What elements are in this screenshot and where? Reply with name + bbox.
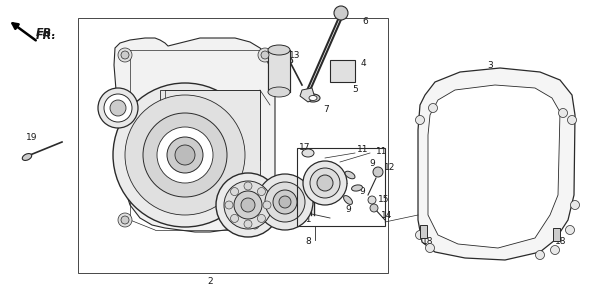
Text: 11: 11: [376, 147, 388, 157]
Circle shape: [310, 168, 340, 198]
Text: 14: 14: [381, 210, 393, 219]
Ellipse shape: [345, 171, 355, 179]
Bar: [268, 50, 290, 92]
Circle shape: [143, 113, 227, 197]
Ellipse shape: [286, 57, 293, 63]
Circle shape: [258, 48, 272, 62]
Circle shape: [225, 201, 233, 209]
Circle shape: [415, 116, 424, 125]
Circle shape: [370, 204, 378, 212]
Circle shape: [118, 213, 132, 227]
Circle shape: [257, 188, 266, 196]
Circle shape: [244, 182, 252, 190]
Bar: [78, 18, 388, 273]
Circle shape: [110, 100, 126, 116]
Text: FR.: FR.: [35, 31, 57, 41]
Circle shape: [428, 104, 438, 113]
Bar: [553, 228, 560, 241]
Circle shape: [98, 88, 138, 128]
Circle shape: [241, 198, 255, 212]
Bar: [160, 90, 260, 185]
Circle shape: [261, 51, 269, 59]
Circle shape: [571, 200, 579, 209]
Circle shape: [224, 181, 272, 229]
Circle shape: [251, 221, 259, 229]
Circle shape: [157, 127, 213, 183]
Circle shape: [415, 231, 424, 240]
Circle shape: [257, 214, 266, 222]
Circle shape: [425, 244, 434, 253]
Text: 12: 12: [384, 163, 396, 172]
Text: 16: 16: [102, 113, 114, 123]
Ellipse shape: [352, 185, 362, 191]
Polygon shape: [300, 88, 315, 102]
Text: 11: 11: [301, 216, 313, 225]
Circle shape: [234, 191, 262, 219]
Bar: [297, 148, 385, 226]
Text: 4: 4: [360, 58, 366, 67]
Circle shape: [303, 161, 347, 205]
Circle shape: [121, 51, 129, 59]
Circle shape: [118, 48, 132, 62]
Circle shape: [263, 201, 271, 209]
Text: 18: 18: [555, 237, 567, 247]
Polygon shape: [418, 68, 575, 260]
Text: 3: 3: [487, 61, 493, 70]
Text: 17: 17: [299, 144, 311, 153]
Ellipse shape: [268, 45, 290, 55]
Polygon shape: [114, 38, 275, 232]
Circle shape: [175, 145, 195, 165]
Circle shape: [550, 246, 559, 255]
Text: 21: 21: [242, 224, 254, 232]
Text: 15: 15: [378, 196, 390, 204]
Circle shape: [231, 188, 238, 196]
Circle shape: [568, 116, 576, 125]
Polygon shape: [428, 85, 560, 248]
Text: 9: 9: [359, 188, 365, 197]
Circle shape: [334, 6, 348, 20]
Ellipse shape: [343, 196, 352, 204]
Circle shape: [244, 220, 252, 228]
Circle shape: [279, 196, 291, 208]
Circle shape: [559, 108, 568, 117]
Text: 10: 10: [304, 197, 316, 206]
Text: 9: 9: [369, 159, 375, 167]
Circle shape: [216, 173, 280, 237]
Text: 9: 9: [345, 206, 351, 215]
Bar: [330, 60, 355, 82]
Text: 8: 8: [305, 237, 311, 246]
Circle shape: [167, 137, 203, 173]
Circle shape: [565, 225, 575, 234]
Ellipse shape: [302, 149, 314, 157]
Bar: [420, 225, 427, 238]
Circle shape: [536, 250, 545, 259]
Text: FR.: FR.: [35, 28, 57, 38]
Text: 13: 13: [289, 51, 301, 60]
Text: 2: 2: [207, 278, 213, 287]
Ellipse shape: [306, 94, 320, 102]
Circle shape: [273, 190, 297, 214]
Ellipse shape: [22, 154, 32, 160]
Text: 7: 7: [323, 104, 329, 113]
Circle shape: [265, 182, 305, 222]
Ellipse shape: [309, 95, 317, 101]
Text: 19: 19: [26, 134, 38, 142]
Ellipse shape: [268, 87, 290, 97]
Circle shape: [125, 95, 245, 215]
Text: 20: 20: [282, 213, 294, 222]
Circle shape: [257, 174, 313, 230]
Circle shape: [121, 216, 129, 224]
Text: 6: 6: [362, 17, 368, 26]
Circle shape: [248, 218, 262, 232]
Circle shape: [231, 214, 238, 222]
Text: 18: 18: [422, 237, 434, 247]
Text: 11: 11: [358, 145, 369, 154]
Text: 5: 5: [352, 85, 358, 95]
Circle shape: [317, 175, 333, 191]
Circle shape: [373, 167, 383, 177]
Circle shape: [104, 94, 132, 122]
Circle shape: [368, 196, 376, 204]
Circle shape: [113, 83, 257, 227]
